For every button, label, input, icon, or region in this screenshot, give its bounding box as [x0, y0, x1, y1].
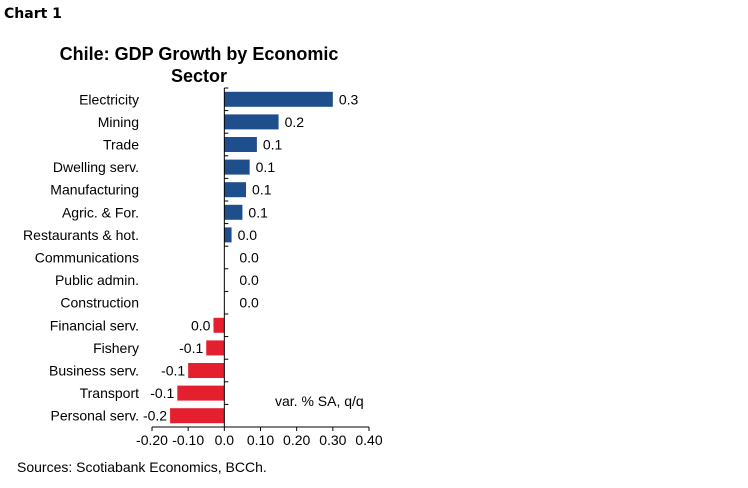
- chart-heading: Chart 1: [4, 6, 62, 22]
- data-label: -0.1: [161, 363, 185, 379]
- bar: [206, 340, 225, 356]
- data-label: 0.1: [252, 182, 272, 198]
- category-label: Construction: [60, 295, 139, 311]
- bar: [224, 227, 232, 243]
- x-tick-label: 0.30: [319, 432, 346, 448]
- data-label: 0.2: [285, 114, 305, 130]
- x-tick-label: -0.10: [172, 432, 204, 448]
- bar: [188, 363, 225, 378]
- category-label: Fishery: [93, 340, 139, 356]
- category-label: Manufacturing: [50, 182, 139, 198]
- bar: [224, 204, 243, 220]
- bar: [224, 182, 247, 198]
- category-label: Agric. & For.: [62, 204, 139, 220]
- bar: [224, 137, 257, 152]
- data-label: 0.0: [238, 227, 258, 243]
- category-label: Trade: [103, 137, 139, 153]
- category-label: Financial serv.: [50, 317, 139, 333]
- bar: [224, 159, 250, 175]
- chart-annotation: var. % SA, q/q: [275, 393, 364, 409]
- category-label: Electricity: [79, 91, 139, 107]
- bar: [177, 385, 225, 401]
- x-tick-label: 0.20: [283, 432, 310, 448]
- data-label: 0.0: [191, 317, 211, 333]
- category-label: Personal serv.: [51, 408, 139, 424]
- labels-layer: Electricity 0.3 Mining 0.2 Trade 0.1 Dwelling …: [23, 91, 358, 423]
- x-tick-label: 0.0: [215, 432, 235, 448]
- data-label: 0.0: [239, 272, 259, 288]
- chart-title-line-2: Sector: [171, 66, 227, 86]
- data-label: 0.1: [248, 204, 268, 220]
- data-label: 0.1: [263, 137, 283, 153]
- axis-layer: -0.20 -0.10 0.0 0.10 0.20 0.30 0.40: [136, 87, 383, 448]
- chart-title-line-1: Chile: GDP Growth by Economic: [60, 44, 339, 64]
- category-label: Restaurants & hot.: [23, 227, 139, 243]
- category-label: Transport: [80, 385, 140, 401]
- data-label: -0.1: [150, 385, 174, 401]
- category-label: Dwelling serv.: [53, 159, 139, 175]
- category-label: Communications: [35, 250, 139, 266]
- category-label: Public admin.: [55, 272, 139, 288]
- data-label: 0.1: [256, 159, 276, 175]
- chart-source: Sources: Scotiabank Economics, BCCh.: [17, 459, 267, 475]
- x-tick-label: -0.20: [136, 432, 168, 448]
- bar: [224, 114, 279, 130]
- bar: [170, 408, 225, 424]
- data-label: -0.1: [179, 340, 203, 356]
- x-tick-label: 0.40: [355, 432, 382, 448]
- category-label: Mining: [98, 114, 139, 130]
- data-label: 0.0: [239, 295, 259, 311]
- data-label: 0.0: [239, 250, 259, 266]
- data-label: -0.2: [143, 408, 167, 424]
- bars-layer: [170, 91, 333, 424]
- category-label: Business serv.: [49, 363, 139, 379]
- data-label: 0.3: [339, 91, 359, 107]
- bar: [224, 91, 333, 107]
- x-tick-label: 0.10: [247, 432, 274, 448]
- bar: [213, 317, 225, 333]
